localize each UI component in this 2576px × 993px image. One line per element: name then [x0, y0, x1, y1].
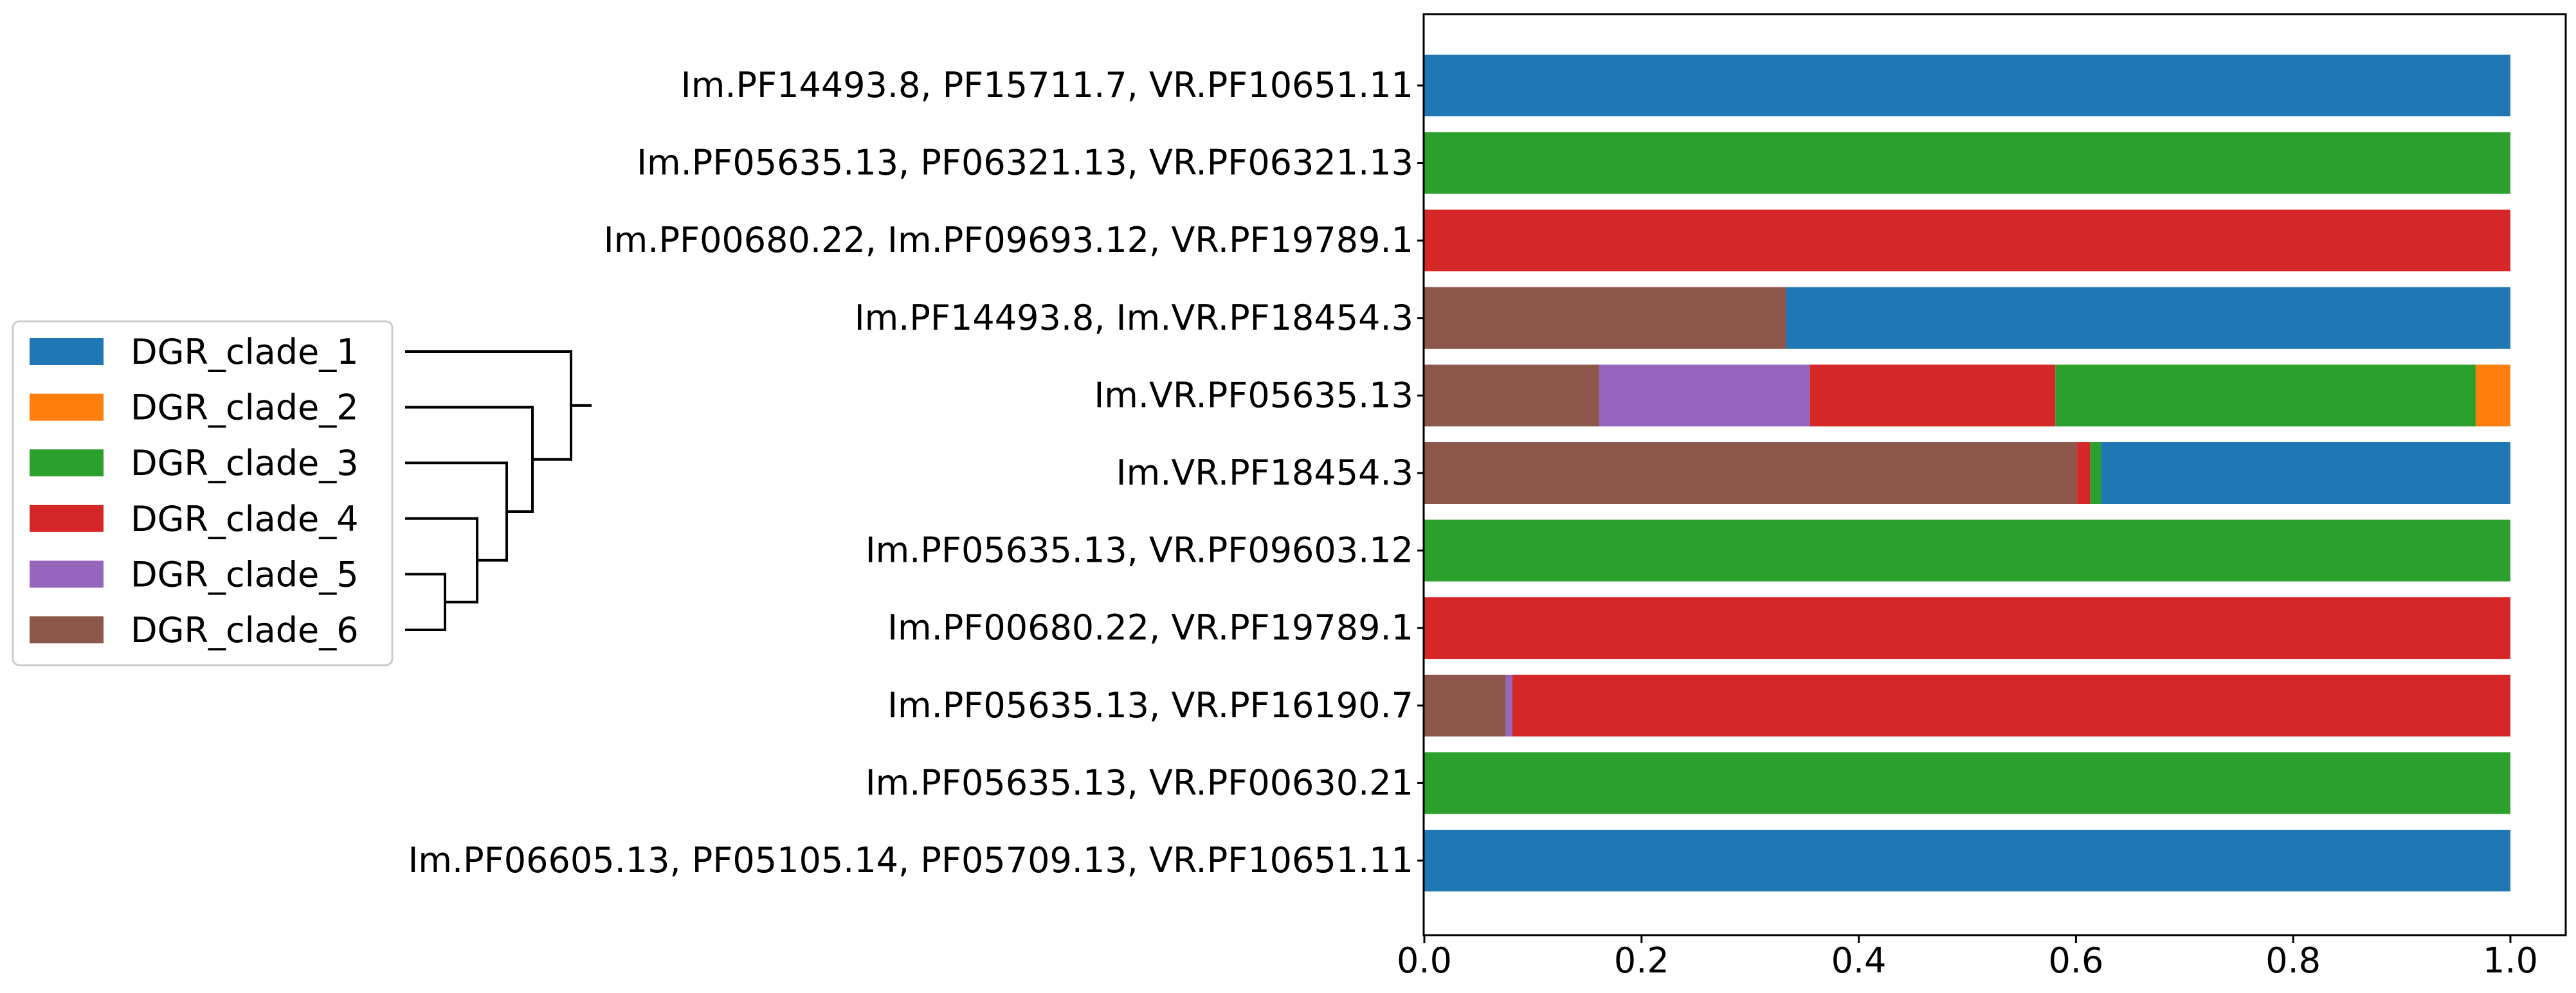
legend-swatch-dgr-clade-6: [30, 616, 104, 643]
legend-frame: [12, 320, 394, 666]
legend-label: DGR_clade_6: [131, 610, 359, 650]
x-tick-label: 1.0: [2483, 940, 2538, 981]
category-label: Im.PF14493.8, PF15711.7, VR.PF10651.11: [681, 65, 1413, 105]
x-tick-label: 0.0: [1397, 940, 1452, 981]
legend: DGR_clade_1 DGR_clade_2 DGR_clade_3 DGR_cla…: [12, 320, 394, 666]
category-label: Im.PF05635.13, PF06321.13, VR.PF06321.13: [637, 143, 1413, 183]
bar-segment-dgr-clade-5: [1599, 364, 1810, 427]
bar-segment-dgr-clade-3: [1424, 132, 2510, 194]
x-tick-label: 0.4: [1831, 940, 1887, 981]
category-label: Im.PF00680.22, Im.PF09693.12, VR.PF19789…: [604, 220, 1413, 260]
x-tick-label: 0.6: [2048, 940, 2103, 981]
bar-segment-dgr-clade-3: [2055, 364, 2476, 427]
legend-swatch-dgr-clade-3: [30, 449, 104, 477]
bar-segment-dgr-clade-1: [1424, 55, 2510, 116]
category-label: Im.PF06605.13, PF05105.14, PF05709.13, V…: [408, 840, 1413, 881]
x-tick-label: 0.2: [1614, 940, 1669, 981]
legend-swatch-dgr-clade-2: [30, 393, 104, 421]
legend-dendrogram: [405, 350, 592, 631]
category-label: Im.VR.PF05635.13: [1094, 375, 1413, 415]
bar-segment-dgr-clade-3: [1424, 752, 2510, 814]
bar-segment-dgr-clade-6: [1424, 674, 1506, 737]
legend-label: DGR_clade_2: [131, 388, 359, 428]
bar-segment-dgr-clade-1: [1786, 287, 2510, 349]
bar-segment-dgr-clade-4: [1810, 364, 2056, 427]
category-label: Im.PF00680.22, VR.PF19789.1: [887, 607, 1413, 648]
category-label: Im.PF05635.13, VR.PF16190.7: [887, 685, 1413, 726]
bar-segment-dgr-clade-4: [1424, 210, 2510, 272]
legend-label: DGR_clade_1: [131, 332, 359, 372]
bar-segment-dgr-clade-6: [1424, 442, 2078, 504]
bar-segment-dgr-clade-1: [2101, 442, 2510, 504]
category-labels: Im.PF14493.8, PF15711.7, VR.PF10651.11 Im…: [408, 65, 1424, 881]
bar-segment-dgr-clade-6: [1424, 287, 1786, 349]
x-axis: 0.0 0.2 0.4 0.6 0.8 1.0: [1397, 935, 2538, 981]
bar-segment-dgr-clade-4: [1512, 674, 2510, 737]
legend-label: DGR_clade_4: [131, 499, 359, 539]
bar-segment-dgr-clade-3: [2090, 442, 2101, 504]
bar-segment-dgr-clade-4: [2077, 442, 2091, 504]
category-label: Im.PF05635.13, VR.PF00630.21: [866, 762, 1413, 803]
bar-segment-dgr-clade-2: [2475, 364, 2510, 427]
category-label: Im.PF05635.13, VR.PF09603.12: [866, 530, 1413, 571]
legend-swatch-dgr-clade-1: [30, 338, 104, 365]
bar-segment-dgr-clade-6: [1424, 364, 1599, 427]
legend-label: DGR_clade_5: [131, 554, 359, 595]
legend-swatch-dgr-clade-4: [30, 505, 104, 532]
plot-frame: [1422, 13, 2567, 936]
x-tick-label: 0.8: [2265, 940, 2321, 981]
category-label: Im.VR.PF18454.3: [1116, 452, 1413, 493]
bar-segment-dgr-clade-1: [1424, 830, 2510, 891]
bar-segment-dgr-clade-3: [1424, 519, 2510, 582]
bars-layer: [1424, 55, 2510, 891]
legend-swatch-dgr-clade-5: [30, 560, 104, 588]
category-label: Im.PF14493.8, Im.VR.PF18454.3: [855, 298, 1413, 338]
bar-segment-dgr-clade-4: [1424, 597, 2510, 659]
bar-segment-dgr-clade-5: [1505, 674, 1512, 737]
legend-label: DGR_clade_3: [131, 443, 359, 483]
